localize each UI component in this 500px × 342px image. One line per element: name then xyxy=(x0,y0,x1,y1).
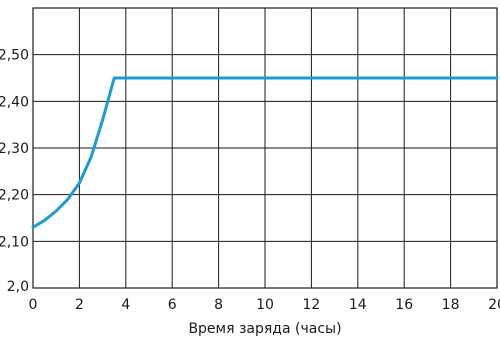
x-tick-label: 10 xyxy=(256,297,274,313)
grid-lines xyxy=(33,8,497,288)
y-tick-label: 2,40 xyxy=(0,94,29,110)
x-tick-label: 20 xyxy=(488,297,500,313)
x-tick-label: 0 xyxy=(29,297,38,313)
y-tick-labels: 2,0 2,10 2,20 2,30 2,40 2,50 xyxy=(0,48,29,295)
plot-frame xyxy=(32,7,498,289)
y-tick-label: 2,0 xyxy=(7,279,29,295)
y-tick-label: 2,10 xyxy=(0,234,29,250)
x-tick-label: 2 xyxy=(75,297,84,313)
y-tick-label: 2,20 xyxy=(0,188,29,204)
series-layer xyxy=(31,76,499,229)
x-axis-label: Время заряда (часы) xyxy=(188,321,341,337)
y-tick-label: 2,30 xyxy=(0,141,29,157)
x-tick-labels: 0 2 4 6 8 10 12 14 16 18 20 xyxy=(29,297,500,313)
x-tick-label: 14 xyxy=(349,297,367,313)
x-tick-label: 12 xyxy=(302,297,320,313)
x-tick-label: 16 xyxy=(395,297,413,313)
series-line xyxy=(31,76,499,229)
y-tick-label: 2,50 xyxy=(0,48,29,64)
x-tick-label: 18 xyxy=(442,297,460,313)
x-tick-label: 8 xyxy=(214,297,223,313)
x-tick-label: 6 xyxy=(168,297,177,313)
x-tick-label: 4 xyxy=(121,297,130,313)
